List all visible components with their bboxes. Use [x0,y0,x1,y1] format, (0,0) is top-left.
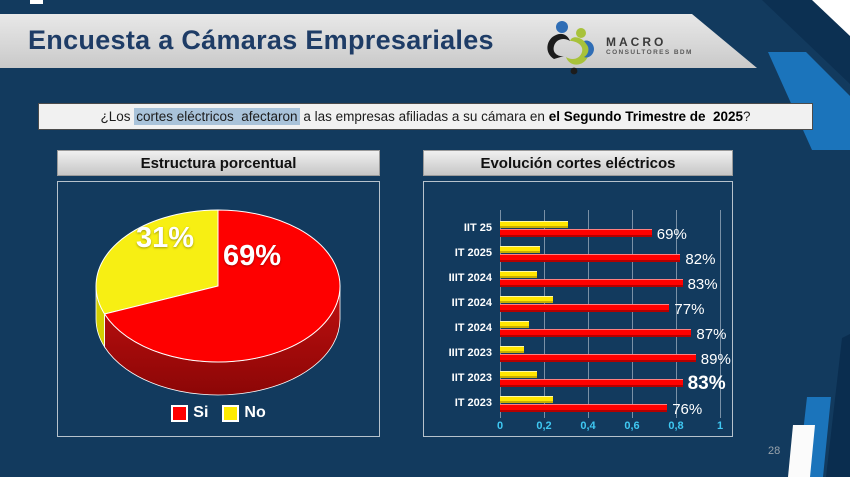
pie-panel-title: Estructura porcentual [140,154,297,172]
bar-value-label: 89% [700,351,731,368]
bar-category-label: IIT 25 [463,222,492,234]
pie-label-si: 69% [222,240,282,272]
legend-item-si: Si [171,404,208,422]
logo-subtitle: CONSULTORES BDM [606,49,693,57]
bar-no [500,271,538,278]
gridline [676,210,677,418]
logo-icon [547,21,594,75]
bar-si [500,279,683,287]
bar-value-label: 87% [696,326,727,343]
bar-value-label: 83% [687,276,718,293]
pie-slice-si [103,209,341,363]
bar-value-label: 83% [687,373,726,394]
pie-slice-no [95,209,219,315]
top-right-dark-band [762,0,850,84]
bar-no [500,296,553,303]
bar-no [500,346,525,353]
legend-swatch [171,404,189,422]
bar-si [500,404,668,412]
company-logo: MACRO CONSULTORES BDM [540,14,720,78]
top-right-blue-band [768,52,850,150]
bar-panel-title: Evolución cortes eléctricos [480,154,676,172]
question-highlighted: cortes eléctricos afectaron [134,108,300,125]
x-tick-label: 1 [716,420,724,432]
bar-category-label: IIIT 2023 [448,347,492,359]
bottom-right-white-bar [788,425,815,477]
top-left-dash [30,0,43,4]
legend-label: No [244,404,266,421]
bar-category-label: IIT 2024 [451,297,492,309]
gridline [720,210,721,418]
bar-panel-header: Evolución cortes eléctricos [423,150,733,176]
bar-category-label: IIIT 2024 [448,272,492,284]
x-tick-label: 0 [496,420,504,432]
bar-no [500,246,540,253]
bar-si [500,304,670,312]
bar-si [500,329,692,337]
bar-si [500,354,696,362]
pie-chart [95,209,341,396]
page-number: 28 [768,445,781,457]
x-tick-label: 0,2 [536,420,552,432]
pie-legend: Si No [58,404,379,422]
header-band [0,14,757,68]
bar-value-label: 77% [674,301,705,318]
bar-category-label: IT 2025 [454,247,492,259]
bar-chart: 0 0,2 0,4 0,6 0,8 1 IIT 25 69% IT 2025 82% IIIT 20… [423,181,733,437]
bar-category-label: IT 2023 [454,397,492,409]
logo-text: MACRO CONSULTORES BDM [606,34,693,57]
bar-si [500,229,652,237]
bar-no [500,371,538,378]
bar-value-label: 69% [656,226,687,243]
bar-si [500,379,683,387]
logo-name: MACRO [606,34,667,49]
bottom-right-dark-bar [826,334,850,477]
legend-item-no: No [222,404,266,422]
bar-category-label: IIT 2023 [451,372,492,384]
bar-no [500,221,569,228]
question-suffix: ? [743,109,751,124]
gridline [544,210,545,418]
pie-panel-header: Estructura porcentual [57,150,380,176]
question-middle: a las empresas afiliadas a su cámara en [299,109,549,124]
pie-label-no: 31% [135,222,195,254]
top-right-white-corner [812,0,850,36]
gridline [632,210,633,418]
pie-panel: 31% 69% Si No [57,181,380,437]
question-bold: el Segundo Trimestre de 2025 [548,109,744,124]
bar-value-label: 76% [672,401,703,418]
x-tick-label: 0,4 [580,420,596,432]
legend-swatch [222,404,240,422]
bar-value-label: 82% [685,251,716,268]
bar-no [500,396,553,403]
x-tick-label: 0,8 [668,420,684,432]
bar-no [500,321,529,328]
legend-label: Si [193,404,209,421]
x-tick-label: 0,6 [624,420,640,432]
slide-title: Encuesta a Cámaras Empresariales [28,25,494,55]
question-bar: ¿Los cortes eléctricos afectaron a las e… [38,103,813,130]
gridline [588,210,589,418]
bar-category-label: IT 2024 [454,322,492,334]
gridline [500,210,501,418]
question-prefix: ¿Los [100,109,135,124]
bottom-right-blue-bar [798,397,831,477]
bar-si [500,254,681,262]
